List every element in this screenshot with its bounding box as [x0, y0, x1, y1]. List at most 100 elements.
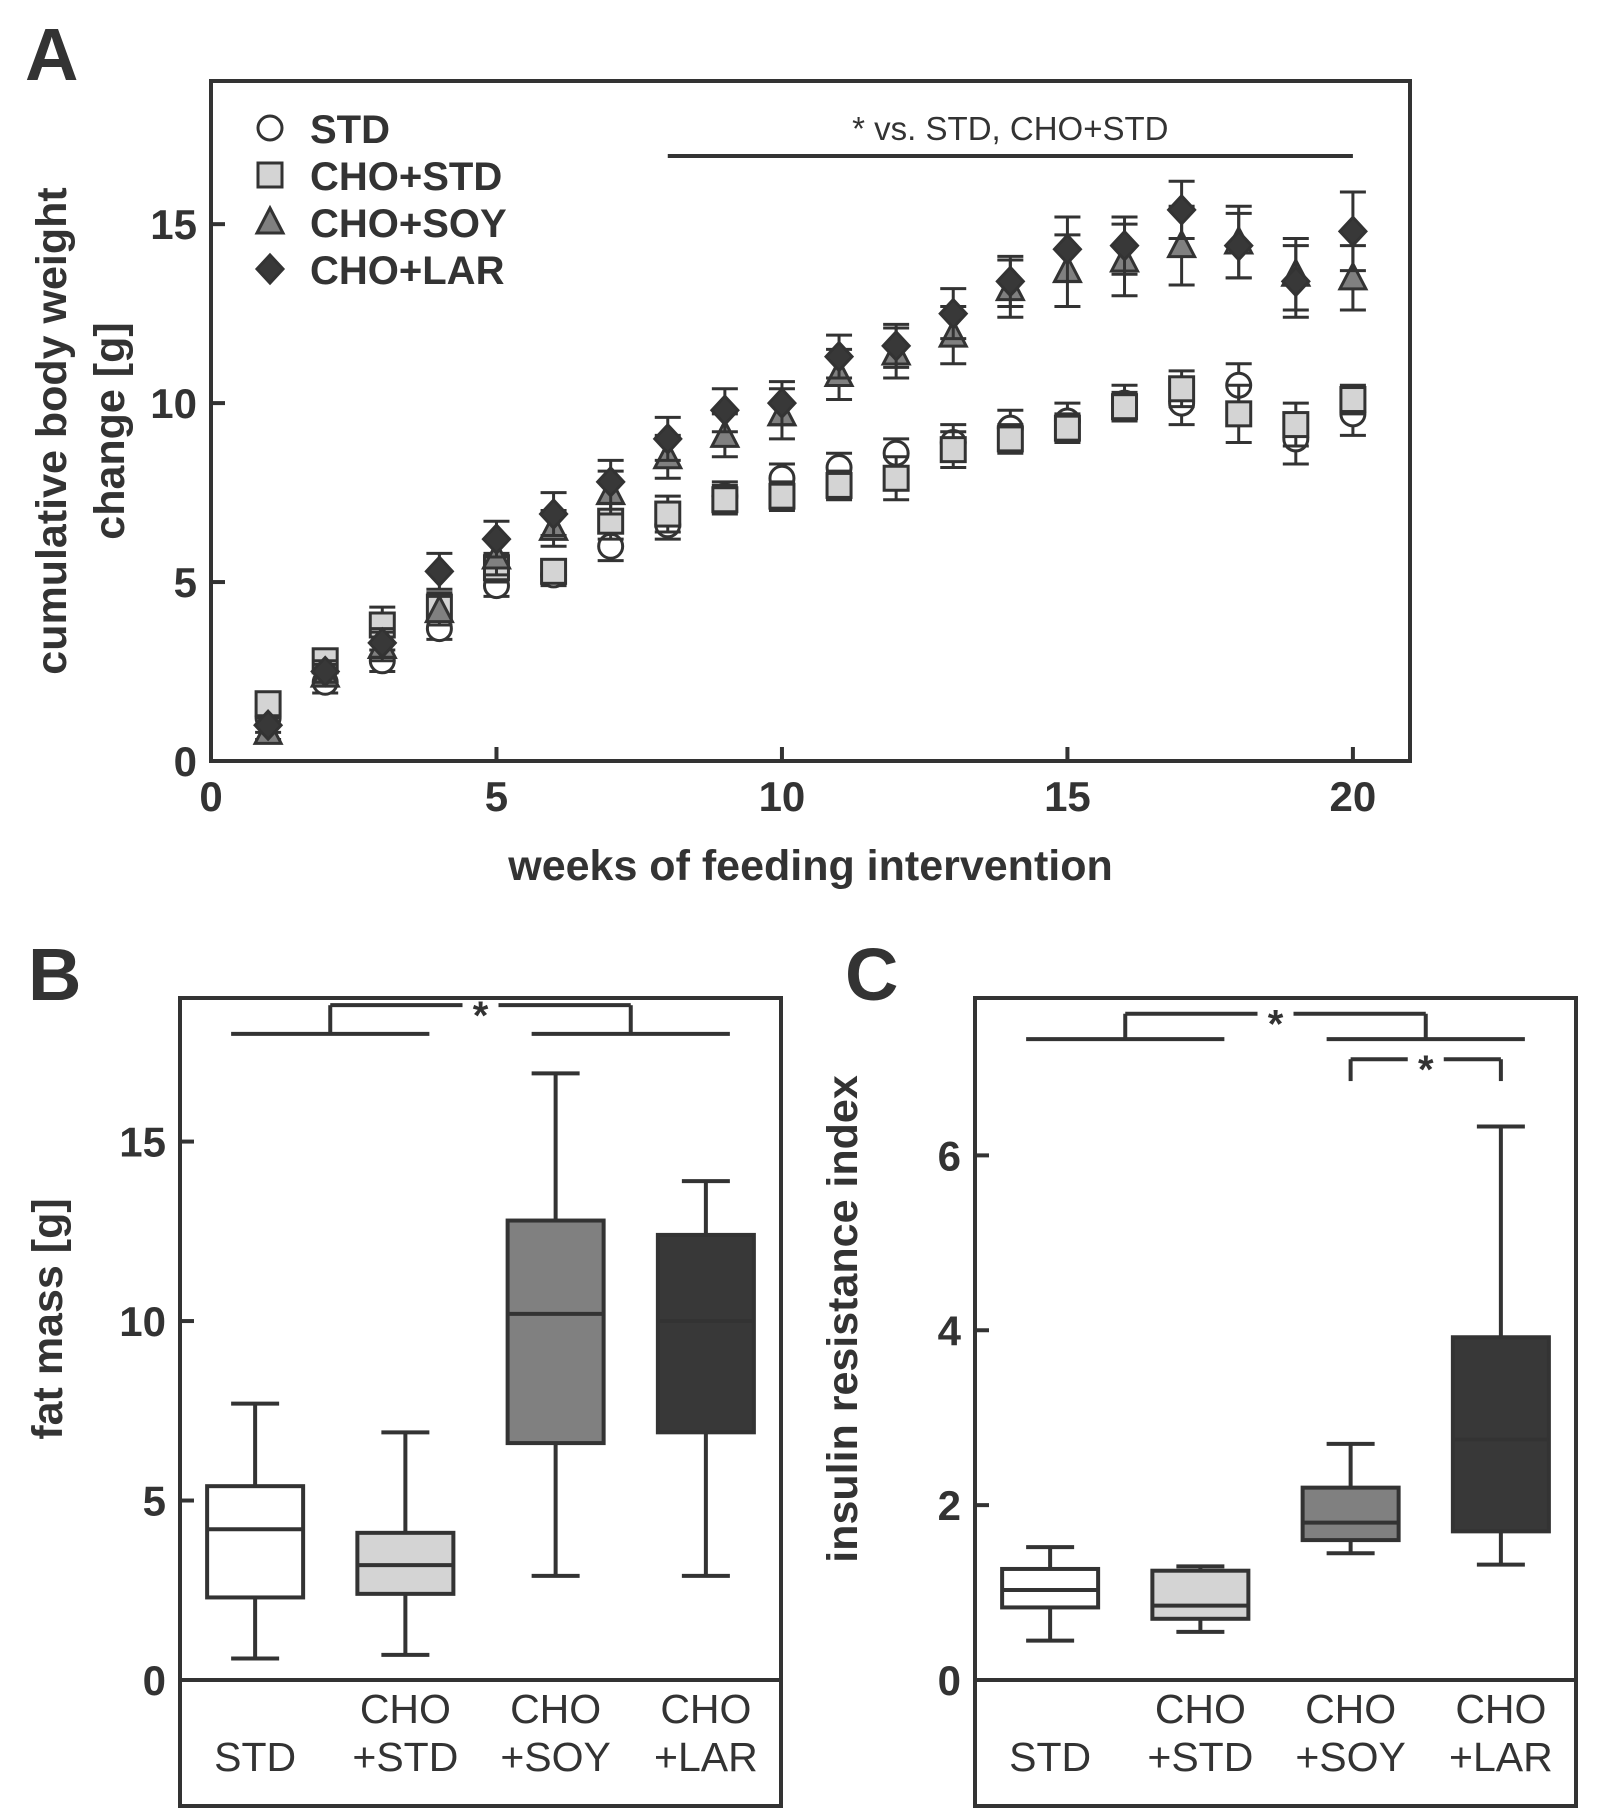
category-label-line2: STD	[214, 1734, 296, 1780]
legend-marker-square-icon	[256, 161, 284, 189]
y-axis-title: cumulative body weight	[28, 187, 76, 674]
significance-brackets-c: **	[1026, 1003, 1525, 1092]
plot-frame-a	[209, 79, 1412, 763]
y-tick-label: 10	[119, 1298, 166, 1345]
data-point	[1337, 260, 1369, 291]
data-point	[1166, 193, 1197, 227]
y-tick-label: 0	[938, 1657, 961, 1704]
category-label-line2: +SOY	[1295, 1734, 1406, 1780]
significance-star: *	[473, 994, 489, 1038]
boxplot-cho-std	[1150, 1564, 1251, 1634]
y-tick-label: 15	[150, 201, 197, 248]
legend-marker-triangle-icon	[254, 204, 286, 235]
data-point	[1111, 393, 1139, 421]
boxplot-cho-lar	[1450, 1124, 1551, 1567]
data-point	[1223, 229, 1254, 262]
boxplots-c	[1000, 1124, 1551, 1643]
boxplot-std	[205, 1401, 306, 1661]
data-point	[709, 394, 740, 427]
data-point	[253, 709, 284, 742]
data-point	[1168, 375, 1196, 403]
y-axis-title: change [g]	[86, 322, 134, 539]
y-tick-label: 0	[143, 1657, 166, 1704]
data-point	[538, 497, 569, 531]
box-iqr	[1450, 1335, 1551, 1534]
category-label-line2: +SOY	[500, 1734, 611, 1780]
boxplot-std	[1000, 1545, 1101, 1643]
axes-c: 0 2 4 6 insulin resistance index	[819, 1075, 989, 1704]
category-label-line1: CHO	[1155, 1686, 1246, 1732]
data-point	[1109, 229, 1140, 262]
category-label-line1: CHO	[1455, 1686, 1546, 1732]
data-point	[1053, 414, 1081, 442]
panel-a: A 0 5 10 15 0 5 10 15 20 weeks of feeding interve…	[25, 13, 1412, 890]
data-point	[424, 555, 455, 588]
category-label-line1: CHO	[1305, 1686, 1396, 1732]
data-point	[1225, 400, 1253, 428]
x-tick-label: 0	[199, 773, 222, 820]
data-point	[1282, 411, 1310, 439]
box-iqr	[655, 1232, 756, 1435]
y-tick-label: 15	[119, 1119, 166, 1166]
significance-brackets-b: *	[231, 994, 730, 1038]
boxplot-cho-soy	[1300, 1441, 1401, 1556]
category-label-line1: CHO	[510, 1686, 601, 1732]
data-point	[825, 471, 853, 499]
data-point	[995, 265, 1026, 298]
box-iqr	[1150, 1568, 1251, 1621]
panel-label-a: A	[25, 13, 78, 96]
legend-marker-diamond-icon	[254, 252, 286, 286]
y-tick-label: 2	[938, 1482, 961, 1529]
data-point	[481, 522, 512, 556]
boxplot-cho-lar	[655, 1179, 756, 1578]
significance-star: *	[1418, 1048, 1434, 1092]
axes-a: 0 5 10 15 0 5 10 15 20 weeks of feeding intervent…	[28, 187, 1376, 890]
data-point	[652, 422, 683, 456]
legend-label: CHO+STD	[310, 155, 502, 199]
y-axis-title: insulin resistance index	[819, 1075, 867, 1563]
box-iqr	[205, 1484, 306, 1600]
data-point	[310, 655, 341, 688]
data-point	[881, 329, 912, 363]
y-tick-label: 6	[938, 1132, 961, 1179]
legend-marker-circle-icon	[256, 114, 284, 142]
data-point	[367, 626, 398, 660]
data-point	[768, 482, 796, 510]
category-label-line1: CHO	[360, 1686, 451, 1732]
data-point	[595, 465, 626, 499]
data-point	[1166, 228, 1198, 259]
category-label-line2: +STD	[352, 1734, 458, 1780]
data-point	[938, 297, 969, 330]
boxplots-b	[205, 1071, 756, 1661]
series-std	[254, 362, 1367, 732]
panel-label-b: B	[28, 933, 81, 1016]
boxplot-cho-std	[355, 1430, 456, 1657]
significance-annotation-a: * vs. STD, CHO+STD	[667, 110, 1353, 158]
data-point	[1280, 265, 1311, 298]
panel-label-c: C	[845, 933, 898, 1016]
data-point	[1337, 215, 1368, 248]
x-tick-label: 10	[759, 773, 806, 820]
data-point	[711, 486, 739, 514]
y-tick-label: 5	[143, 1478, 166, 1525]
plot-frame-c	[973, 996, 1578, 1808]
axes-b: 0 5 10 15 fat mass [g]	[24, 1119, 194, 1704]
legend-label: CHO+SOY	[310, 202, 507, 246]
legend-label: CHO+LAR	[310, 249, 505, 293]
y-tick-label: 0	[174, 738, 197, 785]
y-tick-label: 4	[938, 1307, 962, 1354]
data-point	[654, 500, 682, 528]
data-point	[709, 418, 741, 448]
data-point	[766, 386, 797, 420]
significance-star: *	[1268, 1003, 1284, 1047]
x-tick-label: 20	[1330, 773, 1377, 820]
y-tick-label: 5	[174, 559, 197, 606]
category-label-line2: +STD	[1147, 1734, 1253, 1780]
category-label-line1: CHO	[660, 1686, 751, 1732]
data-point	[996, 425, 1024, 453]
data-point	[540, 557, 568, 585]
